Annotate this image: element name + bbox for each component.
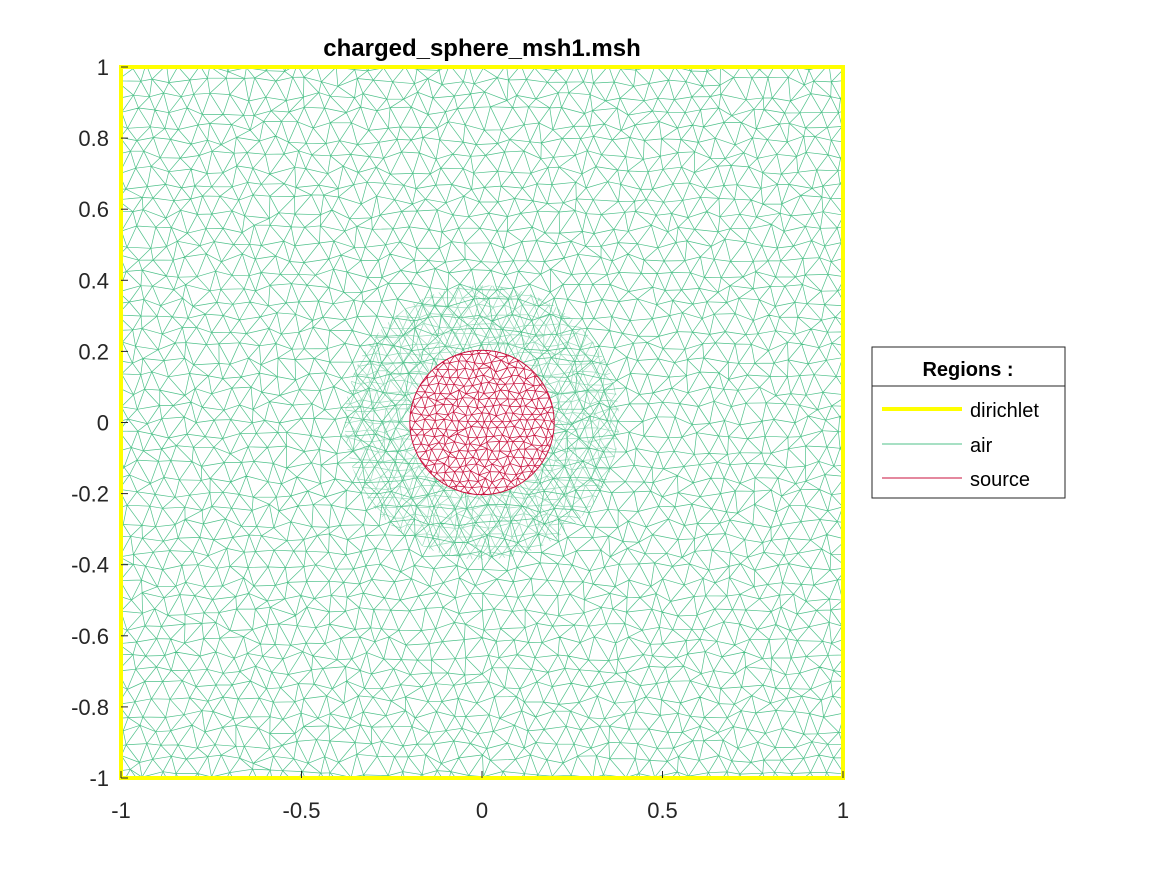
y-tick-label: -1 (89, 766, 109, 791)
x-axis: -1 -0.5 0 0.5 1 (111, 771, 849, 823)
y-tick-label: 0.6 (78, 197, 109, 222)
chart-title: charged_sphere_msh1.msh (323, 35, 640, 62)
y-tick-label: -0.8 (71, 695, 109, 720)
y-tick-label: 0.2 (78, 339, 109, 364)
y-tick-label: 0.4 (78, 268, 109, 293)
x-tick-label: -0.5 (283, 798, 321, 823)
legend: Regions : dirichlet air source (871, 346, 1066, 499)
y-tick-label: 1 (97, 55, 109, 80)
legend-label-air: air (970, 435, 993, 457)
y-tick-label: 0.8 (78, 126, 109, 151)
y-tick-label: -0.2 (71, 482, 109, 507)
legend-title: Regions : (922, 359, 1013, 381)
legend-box (871, 346, 1066, 499)
legend-label-source: source (970, 469, 1030, 491)
y-tick-label: -0.4 (71, 553, 109, 578)
x-tick-label: 0.5 (647, 798, 678, 823)
y-tick-label: -0.6 (71, 624, 109, 649)
legend-label-dirichlet: dirichlet (970, 400, 1039, 422)
source-region-boundary (409, 349, 555, 496)
x-tick-label: 1 (837, 798, 849, 823)
y-axis: -1 -0.8 -0.6 -0.4 -0.2 0 0.2 0.4 0.6 0.8 1 (71, 55, 128, 791)
y-tick-label: 0 (97, 411, 109, 436)
x-tick-label: 0 (476, 798, 488, 823)
x-tick-label: -1 (111, 798, 131, 823)
